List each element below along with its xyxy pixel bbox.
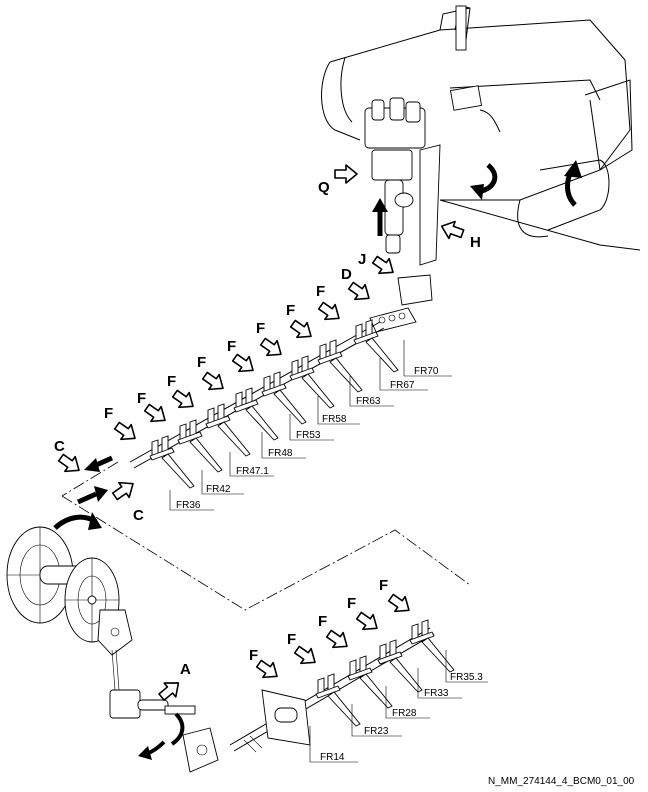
hollow-arrow-icon: [169, 385, 199, 415]
callout-q: Q: [318, 179, 330, 196]
hollow-arrow-icon: [287, 315, 317, 345]
support-bracket: [317, 339, 363, 393]
svg-text:FR70: FR70: [414, 366, 439, 377]
frame-label: FR70: [403, 340, 452, 377]
support-bracket: [233, 387, 279, 441]
hollow-arrow-icon: [385, 589, 415, 619]
hollow-arrow-icon: [323, 625, 353, 655]
svg-text:FR36: FR36: [176, 500, 201, 511]
connector-line: [61, 461, 119, 497]
svg-text:FR48: FR48: [268, 448, 293, 459]
support-bracket: [409, 619, 455, 673]
rotation-arrowhead: [138, 746, 152, 760]
callout-f: F: [316, 283, 325, 300]
lower-supports: [315, 619, 455, 727]
rotation-arrowhead: [88, 512, 102, 530]
svg-text:FR23: FR23: [364, 726, 389, 737]
hollow-arrow-icon: [353, 607, 383, 637]
callout-d: D: [341, 266, 352, 283]
hollow-arrow-icon: [257, 333, 287, 363]
hollow-arrow-icon: [111, 417, 141, 447]
support-bracket: [353, 319, 399, 373]
callout-f: F: [256, 320, 265, 337]
handwheel-assembly: [6, 526, 219, 773]
svg-text:FR67: FR67: [390, 380, 415, 391]
svg-text:FR58: FR58: [322, 414, 347, 425]
svg-text:FR35.3: FR35.3: [450, 672, 483, 683]
tailplane-housing: [321, 5, 641, 251]
callout-c-bottom: C: [133, 507, 144, 524]
support-bracket: [177, 419, 223, 473]
rotation-arrowhead: [470, 184, 484, 200]
svg-text:FR42: FR42: [206, 484, 231, 495]
upper-supports: [149, 319, 399, 489]
drawing-reference: N_MM_274144_4_BCM0_01_00: [488, 776, 635, 787]
frame-label: FR36: [169, 490, 214, 511]
cable-arrow: [76, 491, 98, 505]
callout-f: F: [167, 373, 176, 390]
callout-f: F: [379, 577, 388, 594]
frame-label: FR14: [309, 726, 358, 763]
frame-label: FR23: [351, 704, 402, 737]
callout-c-top: C: [54, 438, 65, 455]
frame-label: FR48: [261, 432, 306, 459]
callout-a: A: [180, 661, 191, 678]
support-bracket: [289, 355, 335, 409]
f-labels-lower: F F F F F: [249, 577, 388, 664]
support-bracket: [261, 371, 307, 425]
callout-j: J: [358, 251, 366, 268]
connector-line: [61, 495, 471, 611]
callout-f: F: [318, 613, 327, 630]
push-arrowhead: [372, 198, 388, 212]
svg-text:FR53: FR53: [296, 430, 321, 441]
frame-label: FR35.3: [445, 650, 488, 683]
svg-text:FR63: FR63: [356, 396, 381, 407]
callout-h: H: [470, 234, 481, 251]
f-labels-upper: F F F F F F F F: [104, 283, 325, 422]
callout-f: F: [197, 354, 206, 371]
callout-f: F: [227, 338, 236, 355]
callout-f: F: [286, 302, 295, 319]
callout-f: F: [137, 390, 146, 407]
actuator-assembly: [364, 97, 441, 333]
callout-f: F: [287, 631, 296, 648]
frame-label: FR53: [289, 414, 334, 441]
hollow-arrow-icon: [199, 367, 229, 397]
frame-label: FR33: [417, 668, 462, 699]
support-bracket: [377, 639, 423, 693]
svg-text:FR28: FR28: [392, 708, 417, 719]
frame-label: FR47.1: [229, 452, 274, 477]
svg-text:FR47.1: FR47.1: [236, 466, 269, 477]
svg-text:FR14: FR14: [320, 752, 345, 763]
rotation-arrow: [170, 712, 185, 746]
support-bracket: [347, 655, 393, 709]
hollow-arrow-icon: [334, 164, 358, 184]
hollow-arrow-icon: [369, 251, 399, 281]
frame-label: FR63: [349, 376, 394, 407]
upper-rod: [129, 321, 385, 469]
callout-f: F: [104, 405, 113, 422]
cable-arrowhead: [94, 486, 108, 502]
end-plate-fr14: [261, 689, 311, 746]
hollow-arrow-icon: [109, 475, 139, 505]
rotation-arrowhead: [564, 160, 582, 178]
frame-label: FR28: [385, 686, 430, 719]
frame-label: FR58: [317, 396, 360, 425]
svg-text:FR33: FR33: [424, 688, 449, 699]
support-bracket: [205, 403, 251, 457]
hollow-arrow-icon: [437, 216, 467, 244]
cable-arrowhead: [84, 458, 100, 472]
frame-label: FR42: [201, 470, 244, 495]
callout-f: F: [347, 595, 356, 612]
frame-label: FR67: [379, 358, 428, 391]
callout-f: F: [249, 647, 258, 664]
hollow-arrow-icon: [315, 297, 345, 327]
support-bracket: [149, 435, 195, 489]
